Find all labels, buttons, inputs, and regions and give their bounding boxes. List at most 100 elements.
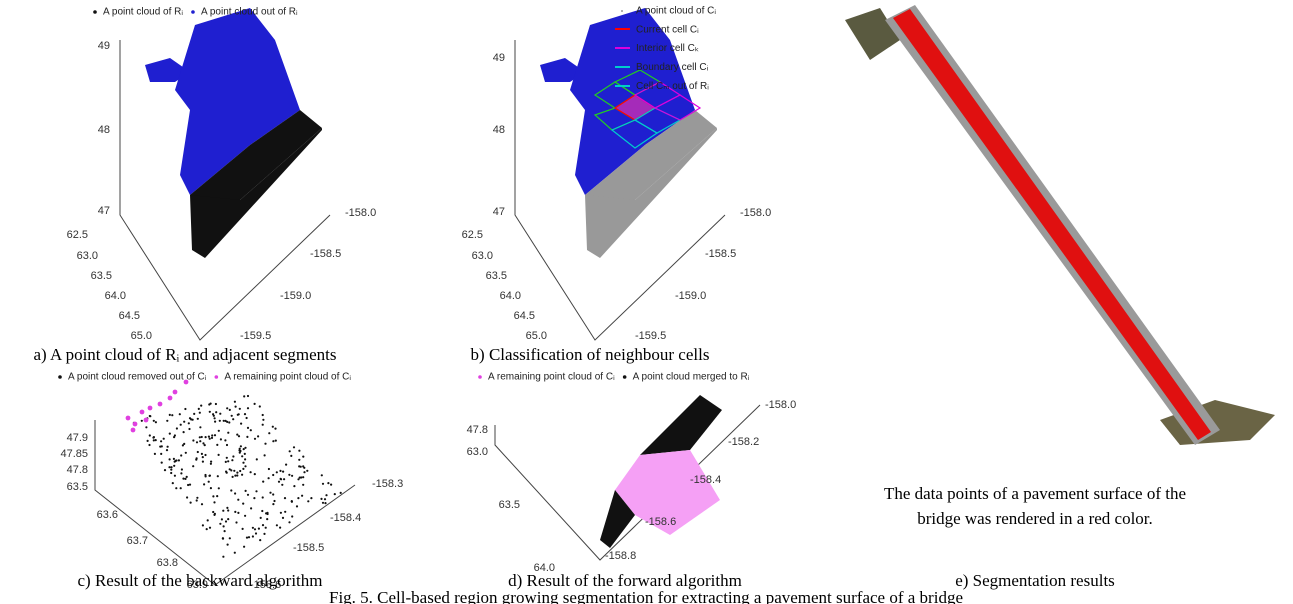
z-tick-label: 47 <box>493 206 505 218</box>
point <box>148 406 153 411</box>
point <box>264 454 266 456</box>
point <box>297 478 299 480</box>
y-tick-label: -158.0 <box>740 207 771 219</box>
point <box>330 484 332 486</box>
x-tick-label: 62.5 <box>462 229 483 241</box>
point <box>303 467 305 469</box>
legend-label: Current cell Cᵢ <box>636 24 699 35</box>
point <box>179 413 181 415</box>
legend-marker <box>215 375 219 379</box>
point <box>252 535 254 537</box>
point <box>262 481 264 483</box>
point <box>183 421 185 423</box>
point <box>291 515 293 517</box>
point <box>201 503 203 505</box>
point <box>226 457 228 459</box>
point <box>242 528 244 530</box>
point <box>205 436 207 438</box>
point <box>243 448 245 450</box>
point <box>237 499 239 501</box>
point <box>262 419 264 421</box>
point <box>266 518 268 520</box>
point <box>184 478 186 480</box>
point <box>205 475 207 477</box>
point <box>223 525 225 527</box>
point <box>232 455 234 457</box>
point <box>273 500 275 502</box>
point <box>242 462 244 464</box>
abutment <box>845 8 900 60</box>
x-tick-label: 63.6 <box>97 509 118 521</box>
point <box>218 487 220 489</box>
point <box>170 469 172 471</box>
point <box>324 502 326 504</box>
x-tick-label: 63.0 <box>467 446 488 458</box>
y-tick-label: -158.3 <box>372 478 403 490</box>
point <box>201 436 203 438</box>
x-tick-label: 63.5 <box>499 499 520 511</box>
point <box>232 476 234 478</box>
point <box>185 452 187 454</box>
point <box>225 461 227 463</box>
point <box>190 418 192 420</box>
point <box>149 434 151 436</box>
x-tick-label: 63.0 <box>77 250 98 262</box>
point <box>300 476 302 478</box>
x-tick-label: 65.0 <box>526 330 547 342</box>
point <box>278 481 280 483</box>
point <box>155 439 157 441</box>
point <box>234 511 236 513</box>
point <box>166 449 168 451</box>
point <box>176 427 178 429</box>
point <box>207 519 209 521</box>
point <box>231 459 233 461</box>
point <box>254 438 256 440</box>
point <box>274 428 276 430</box>
point <box>272 503 274 505</box>
point <box>320 498 322 500</box>
point <box>325 494 327 496</box>
z-tick-label: 47 <box>98 205 110 217</box>
y-tick-label: -158.5 <box>705 248 736 260</box>
axes <box>95 420 355 585</box>
point <box>239 408 241 410</box>
point <box>166 420 168 422</box>
point <box>163 438 165 440</box>
x-tick-label: 63.5 <box>486 270 507 282</box>
point <box>210 403 212 405</box>
point <box>140 410 145 415</box>
point <box>190 502 192 504</box>
point <box>302 484 304 486</box>
point <box>217 475 219 477</box>
point <box>246 417 248 419</box>
point <box>199 440 201 442</box>
point <box>224 530 226 532</box>
point <box>204 454 206 456</box>
y-tick-label: -159.5 <box>635 330 666 342</box>
point <box>235 406 237 408</box>
point <box>242 468 244 470</box>
point <box>198 408 200 410</box>
point <box>141 420 143 422</box>
point <box>147 440 149 442</box>
point <box>158 402 163 407</box>
point <box>229 537 231 539</box>
point <box>297 497 299 499</box>
point <box>173 458 175 460</box>
note: bridge was rendered in a red color. <box>917 509 1153 528</box>
legend-label: A point cloud merged to Rᵢ <box>633 372 750 383</box>
point <box>235 521 237 523</box>
point <box>246 537 248 539</box>
point <box>324 498 326 500</box>
point <box>219 523 221 525</box>
point <box>276 471 278 473</box>
point <box>196 441 198 443</box>
point <box>180 472 182 474</box>
point <box>189 484 191 486</box>
point <box>261 510 263 512</box>
point <box>212 495 214 497</box>
point <box>199 426 201 428</box>
point <box>310 497 312 499</box>
point <box>243 546 245 548</box>
point <box>245 490 247 492</box>
